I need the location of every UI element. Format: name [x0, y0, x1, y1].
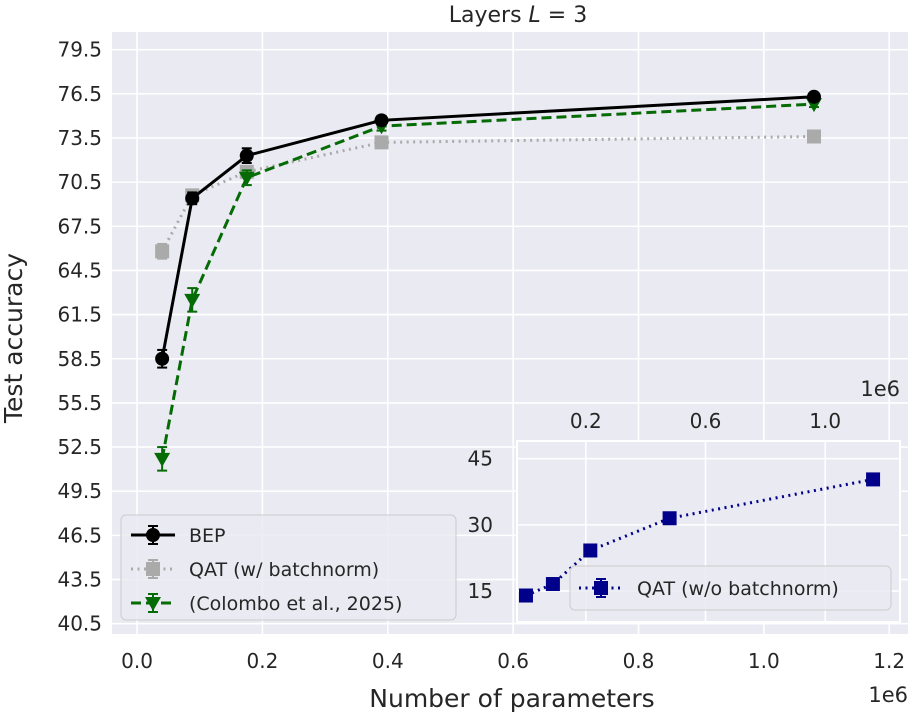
main-legend: BEP QAT (w/ batchnorm) (Colombo et al., 20…: [120, 514, 457, 621]
main-x-tick-label: 0.4: [372, 649, 404, 673]
inset-chart: 15 30 45 0.2 0.6 1.0 1e6 QAT (w/o batchnorm): [468, 377, 901, 623]
inset-legend-label-0: QAT (w/o batchnorm): [637, 578, 839, 600]
inset-legend-marker-0: [594, 581, 608, 595]
main-legend-label-0: BEP: [189, 525, 226, 547]
series-2: [155, 89, 821, 369]
series-2-point: [374, 113, 389, 128]
series-1-point: [184, 293, 201, 308]
inset-x-tick-label: 1.0: [809, 409, 841, 433]
main-legend-marker-2: [145, 597, 161, 611]
inset-series-0: [518, 472, 881, 603]
x-offset-label: 1e6: [868, 683, 908, 707]
title-variable: L: [529, 3, 541, 28]
main-y-tick-label: 52.5: [57, 435, 102, 459]
series-2-point: [239, 148, 254, 163]
main-y-tick-label: 73.5: [57, 126, 102, 150]
inset-series-0-point: [662, 511, 677, 526]
series-0-point: [806, 129, 821, 144]
main-series-layer: [154, 89, 822, 472]
main-y-tick-label: 55.5: [57, 391, 102, 415]
title-suffix: = 3: [541, 3, 587, 28]
inset-y-tick-label: 15: [468, 579, 493, 603]
inset-x-tick-label: 0.6: [690, 409, 722, 433]
inset-y-tick-labels: 15 30 45: [468, 447, 493, 603]
y-axis-label: Test accuracy: [0, 253, 28, 424]
inset-legend: QAT (w/o batchnorm): [569, 565, 892, 611]
main-legend-item-2: (Colombo et al., 2025): [131, 593, 402, 615]
inset-y-tick-label: 45: [468, 447, 493, 471]
main-y-tick-label: 70.5: [57, 170, 102, 194]
title-prefix: Layers: [449, 3, 529, 28]
inset-y-tick-label: 30: [468, 513, 493, 537]
inset-x-offset-label: 1e6: [860, 377, 900, 401]
series-2-point: [155, 351, 170, 366]
inset-legend-box: [569, 565, 892, 611]
main-legend-item-0: BEP: [131, 525, 226, 547]
series-0-point: [374, 135, 389, 150]
main-y-tick-label: 64.5: [57, 258, 102, 282]
main-y-tick-label: 43.5: [57, 568, 102, 592]
main-legend-label-1: QAT (w/ batchnorm): [189, 559, 379, 581]
inset-x-tick-labels: 0.2 0.6 1.0: [570, 409, 841, 433]
inset-legend-item-0: QAT (w/o batchnorm): [579, 578, 839, 600]
main-y-tick-label: 79.5: [57, 38, 102, 62]
main-y-tick-label: 49.5: [57, 479, 102, 503]
main-x-tick-label: 0.0: [121, 649, 153, 673]
series-0-point: [155, 244, 170, 259]
main-x-tick-label: 0.2: [247, 649, 279, 673]
main-legend-label-2: (Colombo et al., 2025): [189, 593, 402, 615]
main-x-tick-label: 1.0: [748, 649, 780, 673]
main-legend-box: [120, 514, 457, 621]
main-x-tick-label: 0.6: [497, 649, 529, 673]
main-legend-item-1: QAT (w/ batchnorm): [131, 559, 379, 581]
main-x-tick-label: 1.2: [873, 649, 905, 673]
main-legend-marker-0: [146, 528, 160, 542]
main-y-tick-label: 46.5: [57, 523, 102, 547]
x-axis-label: Number of parameters: [369, 684, 654, 713]
inset-series-0-point: [545, 577, 560, 592]
main-y-tick-label: 61.5: [57, 303, 102, 327]
series-2-point: [185, 191, 200, 206]
series-line-1: [160, 102, 815, 460]
series-1-point: [238, 171, 255, 186]
main-legend-marker-1: [146, 562, 160, 576]
main-y-tick-label: 67.5: [57, 214, 102, 238]
main-x-tick-label: 0.8: [623, 649, 655, 673]
main-y-tick-label: 40.5: [57, 612, 102, 636]
inset-series-0-point: [583, 543, 598, 558]
inset-series-0-point: [518, 588, 533, 603]
series-1-point: [154, 452, 171, 467]
inset-series-0-point: [866, 472, 881, 487]
inset-x-tick-label: 0.2: [570, 409, 602, 433]
main-y-tick-label: 58.5: [57, 347, 102, 371]
main-x-tick-labels: 0.0 0.2 0.4 0.6 0.8 1.0 1.2: [121, 649, 905, 673]
main-y-tick-labels: 40.5 43.5 46.5 49.5 52.5 55.5 58.5 61.5 64.5 67.5…: [57, 38, 102, 636]
series-2-point: [806, 89, 821, 104]
inset-series-layer: [518, 472, 881, 603]
chart-title: Layers L = 3: [449, 3, 587, 28]
main-y-tick-label: 76.5: [57, 82, 102, 106]
